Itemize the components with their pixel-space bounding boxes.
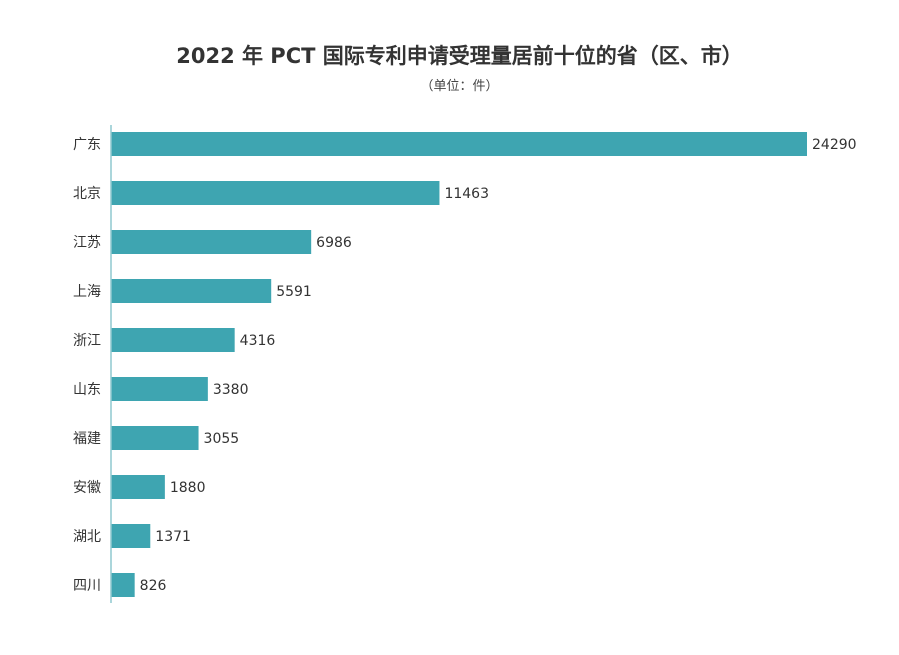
bar-9 — [111, 573, 135, 597]
bar-2 — [111, 230, 312, 254]
category-label-7: 安徽 — [73, 480, 101, 496]
chart-subtitle: （单位：件） — [420, 79, 499, 94]
category-label-1: 北京 — [73, 186, 101, 202]
bar-8 — [111, 524, 151, 548]
category-label-9: 四川 — [73, 578, 101, 594]
category-label-0: 广东 — [73, 137, 101, 153]
bar-5 — [111, 377, 208, 401]
category-label-3: 上海 — [73, 284, 101, 300]
bar-4 — [111, 328, 235, 352]
bar-7 — [111, 475, 165, 499]
data-label-2: 6986 — [316, 235, 352, 251]
data-label-7: 1880 — [170, 480, 206, 496]
category-label-2: 江苏 — [73, 235, 101, 251]
chart-title: 2022 年 PCT 国际专利申请受理量居前十位的省（区、市） — [176, 44, 743, 68]
data-label-0: 24290 — [812, 137, 857, 153]
bar-3 — [111, 279, 272, 303]
data-label-9: 826 — [140, 578, 167, 594]
category-label-6: 福建 — [73, 431, 101, 447]
category-label-8: 湖北 — [73, 529, 101, 545]
bar-1 — [111, 181, 440, 205]
data-label-1: 11463 — [444, 186, 489, 202]
bar-0 — [111, 132, 807, 156]
category-label-4: 浙江 — [73, 333, 101, 349]
data-label-6: 3055 — [204, 431, 240, 447]
data-label-5: 3380 — [213, 382, 249, 398]
category-label-5: 山东 — [73, 382, 101, 398]
bar-6 — [111, 426, 199, 450]
data-label-4: 4316 — [240, 333, 276, 349]
data-label-8: 1371 — [155, 529, 191, 545]
data-label-3: 5591 — [276, 284, 312, 300]
